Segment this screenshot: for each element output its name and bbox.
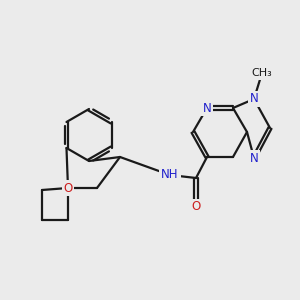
- Text: O: O: [63, 182, 73, 194]
- Text: N: N: [250, 92, 258, 106]
- Text: NH: NH: [161, 169, 179, 182]
- Text: N: N: [202, 101, 211, 115]
- Text: O: O: [191, 200, 201, 214]
- Text: N: N: [250, 152, 258, 164]
- Text: CH₃: CH₃: [252, 68, 272, 78]
